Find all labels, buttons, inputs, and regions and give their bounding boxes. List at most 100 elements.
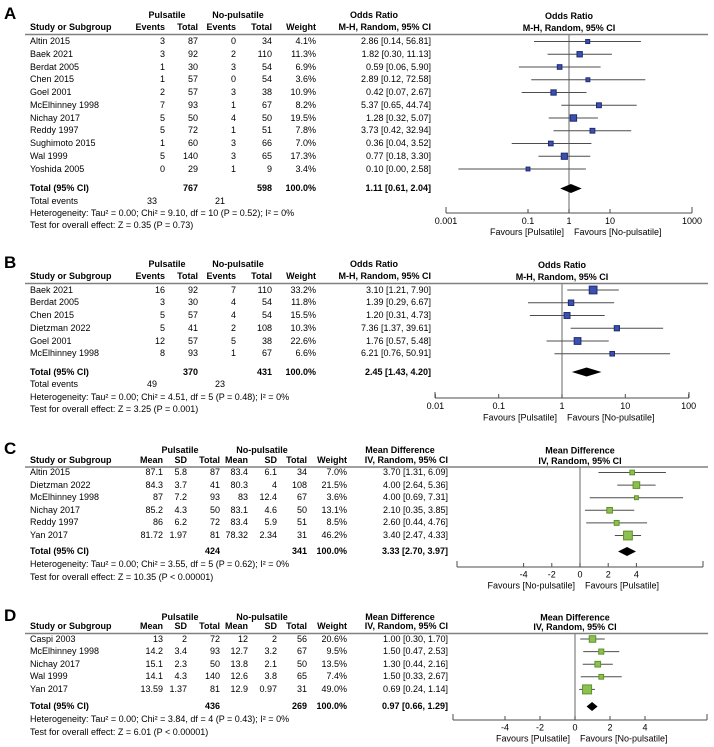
stat-cell-4: 3.8 bbox=[264, 671, 277, 682]
stat-cell-4: 3.2 bbox=[264, 646, 277, 657]
column-header-study: Study or Subgroup bbox=[30, 22, 112, 32]
ci-text-cell: 1.28 [0.32, 5.07] bbox=[365, 112, 431, 123]
stat-cell-4: 4 bbox=[271, 479, 277, 490]
plot-effect-method: M-H, Random, 95% CI bbox=[523, 23, 616, 33]
stat-cell-2: 3 bbox=[230, 61, 236, 72]
study-label: Dietzman 2022 bbox=[30, 322, 91, 333]
favours-right-label: Favours [No-pulsatile] bbox=[574, 227, 662, 237]
pooled-diamond bbox=[560, 184, 582, 193]
ci-text-cell: 3.10 [1.21, 7.90] bbox=[365, 284, 431, 295]
effect-square bbox=[609, 350, 615, 357]
study-label: Nichay 2017 bbox=[30, 504, 81, 515]
effect-method-header: IV, Random, 95% CI bbox=[364, 455, 448, 465]
stat-cell-3: 54 bbox=[261, 297, 272, 308]
stat-cell-1: 93 bbox=[187, 348, 198, 359]
group1-header: Pulsatile bbox=[148, 10, 186, 20]
stat-cell-1: 140 bbox=[182, 150, 198, 161]
favours-right-label: Favours [No-pulsatile] bbox=[580, 734, 668, 744]
stat-cell-3: 80.3 bbox=[230, 479, 248, 490]
effect-square bbox=[589, 127, 596, 134]
effect-square bbox=[598, 648, 605, 655]
weight-cell: 8.5% bbox=[326, 517, 347, 528]
tick-label: 0.1 bbox=[492, 401, 505, 411]
stat-cell-2: 81 bbox=[209, 683, 220, 694]
column-header-events-0: Events bbox=[135, 271, 165, 281]
plot-effect-method: IV, Random, 95% CI bbox=[533, 622, 616, 632]
ci-text-cell: 1.30 [0.44, 2.16] bbox=[382, 658, 448, 669]
effect-square bbox=[560, 152, 568, 160]
stat-cell-1: 1.37 bbox=[169, 683, 187, 694]
effect-square bbox=[613, 325, 620, 332]
study-label: Reddy 1997 bbox=[30, 125, 79, 136]
column-header-total-3: Total bbox=[251, 271, 272, 281]
stat-cell-3: 110 bbox=[257, 48, 272, 59]
stat-cell-2: 7 bbox=[230, 284, 236, 295]
stat-cell-5: 67 bbox=[296, 492, 307, 503]
stat-cell-3: 83 bbox=[237, 492, 248, 503]
stat-cell-2: 2 bbox=[230, 48, 236, 59]
ci-text-cell: 0.59 [0.06, 5.90] bbox=[365, 61, 431, 72]
stat-cell-0: 5 bbox=[159, 310, 165, 320]
weight-cell: 7.0% bbox=[326, 467, 347, 477]
effect-square bbox=[588, 285, 598, 295]
effect-square bbox=[547, 140, 554, 147]
weight-cell: 3.6% bbox=[295, 74, 316, 85]
tick-label: 2 bbox=[606, 570, 611, 580]
column-header-study: Study or Subgroup bbox=[30, 621, 112, 631]
stat-cell-5: 108 bbox=[291, 479, 307, 490]
ci-text-cell: 2.10 [0.35, 3.85] bbox=[382, 504, 448, 515]
ci-text-cell: 1.50 [0.33, 2.67] bbox=[382, 671, 448, 682]
effect-square bbox=[525, 166, 531, 172]
tick-label: 0.01 bbox=[427, 401, 445, 411]
column-header-weight-6: Weight bbox=[317, 621, 347, 631]
stat-cell-1: 72 bbox=[187, 125, 198, 136]
tick-label: -4 bbox=[520, 570, 528, 580]
tick-label: 1000 bbox=[682, 216, 702, 226]
ci-text-cell: 2.89 [0.12, 72.58] bbox=[360, 74, 431, 85]
stat-cell-0: 81.72 bbox=[140, 530, 163, 540]
weight-cell: 19.5% bbox=[290, 112, 316, 123]
stat-cell-3: 54 bbox=[261, 310, 272, 320]
tick-label: -2 bbox=[548, 570, 556, 580]
weight-cell: 17.3% bbox=[290, 150, 316, 161]
favours-left-label: Favours [Pulsatile] bbox=[496, 734, 570, 744]
study-label: Reddy 1997 bbox=[30, 517, 79, 528]
study-label: Chen 2015 bbox=[30, 310, 75, 320]
ci-text-cell: 3.70 [1.31, 6.09] bbox=[382, 467, 448, 477]
stat-cell-0: 7 bbox=[159, 99, 165, 110]
effect-square bbox=[629, 469, 635, 476]
tick-label: -4 bbox=[501, 723, 509, 733]
effect-title-header: Mean Difference bbox=[365, 444, 435, 455]
effect-square bbox=[588, 635, 597, 643]
weight-cell: 10.9% bbox=[290, 87, 316, 97]
overall-effect-text: Test for overall effect: Z = 10.35 (P < … bbox=[30, 571, 214, 582]
stat-cell-3: 65 bbox=[261, 150, 272, 161]
weight-cell: 20.6% bbox=[321, 633, 347, 644]
stat-cell-0: 5 bbox=[159, 150, 165, 161]
total-events-value1: 49 bbox=[146, 379, 157, 389]
heterogeneity-text: Heterogeneity: Tau² = 0.00; Chi² = 9.10,… bbox=[30, 207, 295, 218]
stat-cell-3: 38 bbox=[261, 335, 272, 346]
weight-cell: 11.3% bbox=[291, 48, 316, 59]
column-header-events-0: Events bbox=[135, 22, 165, 32]
stat-cell-2: 1 bbox=[230, 99, 236, 110]
effect-method-header: M-H, Random, 95% CI bbox=[338, 271, 431, 281]
stat-cell-3: 54 bbox=[261, 74, 272, 85]
stat-cell-2: 72 bbox=[209, 633, 220, 644]
total-events-value2: 21 bbox=[214, 195, 225, 206]
total-events-label: Total events bbox=[30, 379, 79, 389]
total-ci-cell: 2.45 [1.43, 4.20] bbox=[364, 366, 431, 377]
effect-square bbox=[573, 337, 582, 345]
stat-cell-5: 31 bbox=[296, 683, 307, 694]
stat-cell-2: 72 bbox=[209, 517, 220, 528]
effect-square bbox=[623, 530, 633, 541]
weight-cell: 15.5% bbox=[290, 310, 316, 320]
column-header-sd-1: SD bbox=[174, 621, 187, 631]
ci-text-cell: 2.60 [0.44, 4.76] bbox=[382, 517, 448, 528]
stat-cell-0: 3 bbox=[159, 36, 165, 46]
weight-cell: 7.8% bbox=[295, 125, 316, 136]
ci-text-cell: 0.10 [0.00, 2.58] bbox=[365, 163, 431, 174]
weight-cell: 7.4% bbox=[326, 671, 347, 682]
study-label: Berdat 2005 bbox=[30, 61, 80, 72]
stat-cell-1: 92 bbox=[187, 284, 198, 295]
